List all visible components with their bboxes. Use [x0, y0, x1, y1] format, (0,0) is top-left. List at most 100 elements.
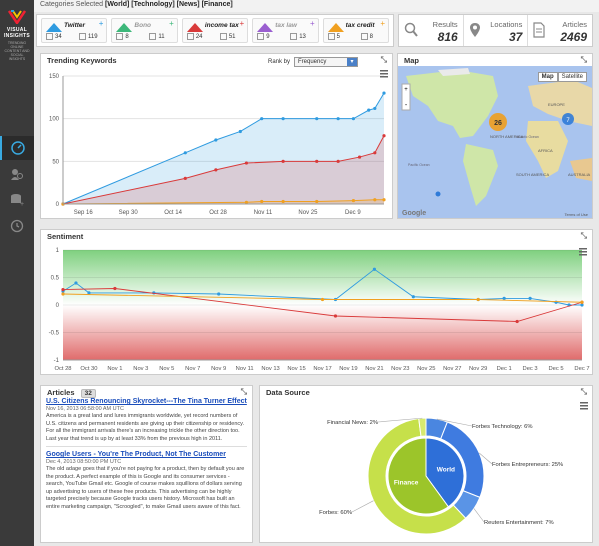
inner-slice-World[interactable]	[425, 437, 465, 508]
data-point[interactable]	[333, 314, 338, 318]
checkbox-icon[interactable]	[79, 33, 86, 40]
zoom-control[interactable]	[401, 83, 411, 111]
checkbox-icon[interactable]	[219, 33, 227, 40]
data-point[interactable]	[244, 161, 249, 165]
expand-icon[interactable]: ⤡	[580, 231, 587, 240]
data-point[interactable]	[476, 297, 480, 302]
data-point[interactable]	[281, 117, 285, 121]
outer-slice-label: Financial News: 2%	[327, 420, 378, 426]
checkbox-icon[interactable]	[360, 33, 368, 40]
data-point[interactable]	[238, 129, 242, 134]
cluster-marker-2[interactable]	[562, 113, 574, 125]
data-point[interactable]	[61, 292, 65, 296]
data-point[interactable]	[74, 281, 78, 285]
filter-card-Bono[interactable]: Bono + 8 11	[111, 18, 178, 43]
checkbox-icon[interactable]	[116, 33, 124, 40]
article-title[interactable]: Google Users - You're The Product, Not T…	[46, 451, 226, 458]
data-point[interactable]	[357, 155, 362, 159]
filter-card-tax-credit[interactable]: tax credit + 5 8	[322, 18, 390, 43]
data-point[interactable]	[367, 108, 371, 112]
data-point[interactable]	[217, 292, 221, 296]
world-map[interactable]: 26 7 NORTH AMERICA SOUTH AMERICA EUROPE …	[398, 66, 592, 218]
data-point[interactable]	[351, 198, 356, 203]
data-point[interactable]	[411, 295, 415, 299]
data-point[interactable]	[183, 176, 187, 180]
trending-keywords-panel: Trending Keywords Rank by Frequency ▾ ⤡ 0…	[40, 53, 393, 219]
zoom-out-icon[interactable]: -	[405, 102, 408, 109]
data-point[interactable]	[336, 159, 340, 163]
outer-slice[interactable]	[367, 417, 467, 535]
data-point[interactable]	[113, 286, 117, 291]
checkbox-icon[interactable]	[46, 33, 53, 40]
filter-card-Twitter[interactable]: Twitter + 34 119	[41, 18, 108, 43]
chart-menu-icon[interactable]	[380, 70, 388, 78]
data-point[interactable]	[315, 199, 319, 204]
map-type-satellite[interactable]: Satellite	[557, 72, 587, 82]
expand-icon[interactable]: ⤡	[580, 387, 587, 396]
x-tick-label: Dec 7	[574, 366, 589, 372]
add-icon[interactable]: +	[98, 19, 104, 28]
location-marker[interactable]	[435, 191, 441, 197]
nav-users[interactable]	[0, 162, 34, 186]
data-point[interactable]	[260, 199, 264, 204]
map-type-map[interactable]: Map	[537, 72, 558, 82]
checkbox-icon[interactable]	[186, 33, 194, 40]
chart-menu-icon[interactable]	[579, 248, 587, 256]
nav-dashboard[interactable]	[0, 136, 34, 160]
checkbox-icon[interactable]	[290, 33, 298, 40]
expand-icon[interactable]: ⤡	[240, 387, 247, 396]
data-point[interactable]	[502, 296, 506, 300]
filter-stat-a: 24	[186, 33, 203, 40]
data-point[interactable]	[528, 296, 532, 300]
expand-icon[interactable]: ⤡	[580, 55, 587, 64]
categories-items[interactable]: [World] [Technology] [News] [Finance]	[105, 1, 233, 8]
cluster-marker[interactable]	[489, 113, 507, 131]
data-point[interactable]	[515, 319, 519, 324]
data-point[interactable]	[382, 91, 386, 95]
data-point[interactable]	[382, 198, 386, 202]
data-point[interactable]	[260, 117, 264, 121]
filter-card-tax-law[interactable]: tax law + 9 13	[252, 18, 319, 43]
add-icon[interactable]: +	[309, 19, 315, 28]
stat-articles-label: Articles	[562, 20, 588, 29]
data-point[interactable]	[214, 138, 218, 142]
data-point[interactable]	[372, 267, 376, 271]
data-point[interactable]	[382, 134, 386, 138]
chevron-down-icon: ▾	[347, 58, 357, 66]
chart-menu-icon[interactable]	[580, 402, 588, 410]
data-point[interactable]	[183, 151, 187, 155]
data-point[interactable]	[351, 117, 356, 121]
data-point[interactable]	[315, 117, 319, 121]
nav-database[interactable]: +	[0, 188, 34, 212]
add-icon[interactable]: +	[380, 19, 386, 28]
data-point[interactable]	[580, 303, 584, 307]
checkbox-icon[interactable]	[327, 33, 335, 40]
data-point[interactable]	[244, 200, 249, 204]
data-point[interactable]	[373, 106, 377, 111]
data-point[interactable]	[281, 199, 285, 204]
checkbox-icon[interactable]	[149, 33, 157, 40]
datasource-header: Data Source ⤡	[260, 386, 592, 398]
cluster-count: 26	[494, 120, 502, 127]
data-point[interactable]	[214, 168, 218, 172]
data-point[interactable]	[87, 291, 91, 295]
checkbox-icon[interactable]	[257, 33, 265, 40]
expand-icon[interactable]: ⤡	[380, 55, 387, 64]
data-point[interactable]	[320, 297, 325, 302]
add-icon[interactable]: +	[169, 19, 174, 28]
data-point[interactable]	[61, 288, 65, 292]
data-point[interactable]	[373, 198, 377, 202]
data-point[interactable]	[281, 159, 285, 163]
map-terms[interactable]: Terms of Use	[564, 212, 588, 217]
article-title[interactable]: U.S. Citizens Renouncing Skyrocket---The…	[46, 398, 247, 405]
data-point[interactable]	[315, 159, 319, 163]
rank-by-select[interactable]: Frequency ▾	[294, 57, 358, 67]
nav-history[interactable]	[0, 214, 34, 238]
inner-slice-Finance[interactable]	[387, 437, 450, 515]
add-icon[interactable]: +	[239, 19, 245, 28]
filter-card-income-tax[interactable]: income tax + 24 51	[181, 18, 249, 43]
data-point[interactable]	[373, 151, 377, 155]
data-point[interactable]	[336, 117, 340, 121]
zoom-in-icon[interactable]: +	[404, 87, 408, 93]
data-point[interactable]	[580, 300, 584, 304]
